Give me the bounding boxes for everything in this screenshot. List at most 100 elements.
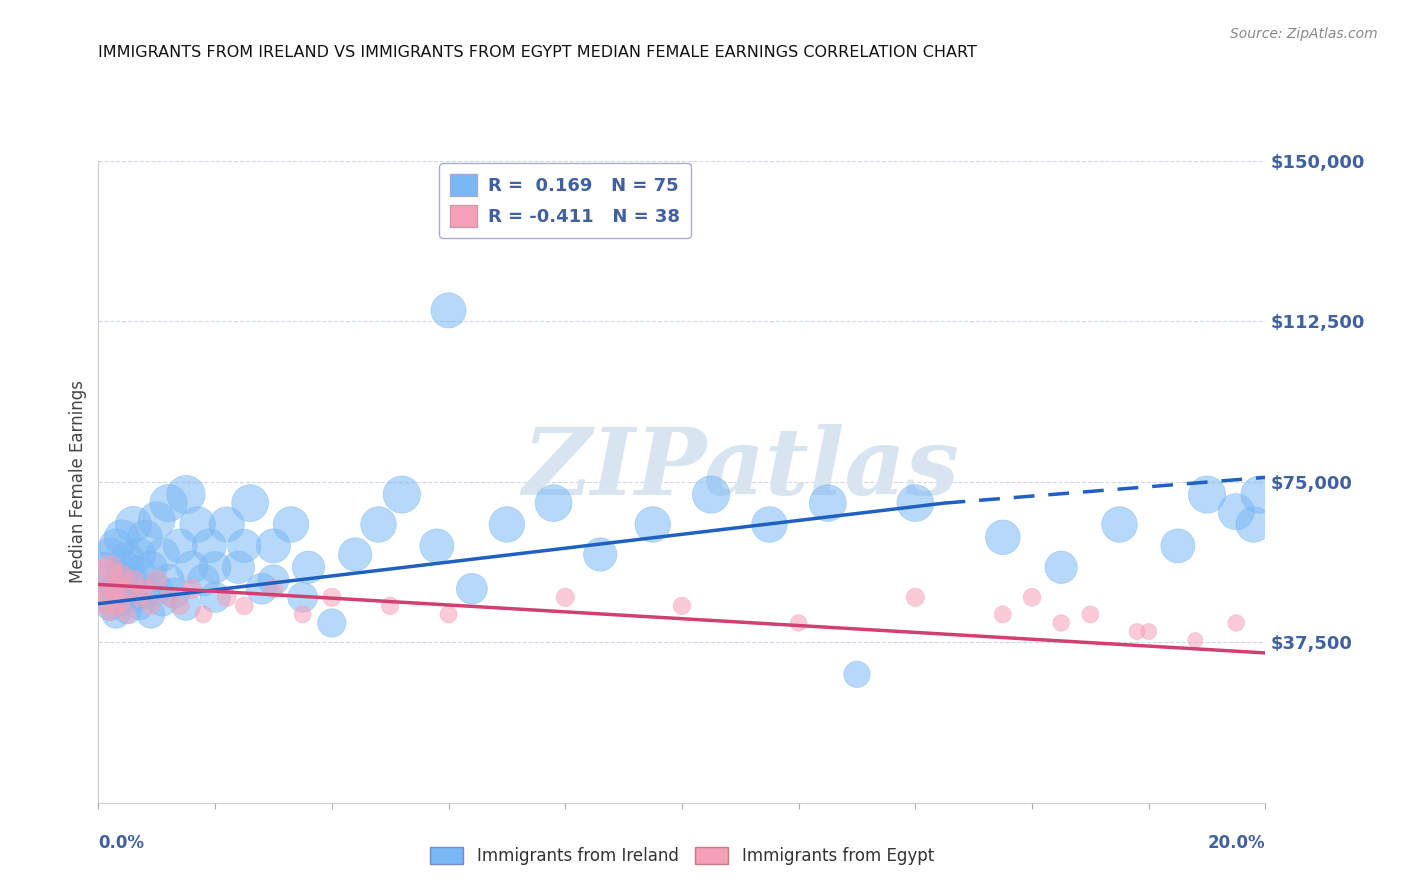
Point (174, 487, 197, 501)
Point (367, 517, 389, 532)
Point (297, 560, 319, 574)
Point (128, 565, 150, 579)
Point (215, 591, 238, 605)
Y-axis label: Median Female Earnings: Median Female Earnings (69, 380, 87, 583)
Point (122, 573, 145, 587)
Point (671, 599, 693, 613)
Point (104, 582, 127, 596)
Point (98, 560, 121, 574)
Point (134, 530, 156, 544)
Point (134, 586, 156, 600)
Text: IMMIGRANTS FROM IRELAND VS IMMIGRANTS FROM EGYPT MEDIAN FEMALE EARNINGS CORRELAT: IMMIGRANTS FROM IRELAND VS IMMIGRANTS FR… (98, 45, 977, 60)
Point (128, 591, 150, 605)
Point (262, 573, 284, 587)
Point (233, 599, 256, 613)
Point (163, 586, 186, 600)
Point (93, 560, 115, 574)
Point (104, 599, 127, 613)
Point (233, 539, 256, 553)
Point (262, 539, 284, 553)
Point (169, 599, 191, 613)
Point (111, 594, 134, 608)
Point (543, 496, 565, 510)
Point (904, 496, 927, 510)
Point (180, 560, 202, 574)
Point (157, 591, 180, 605)
Point (122, 573, 145, 587)
Point (291, 591, 314, 605)
Point (1021, 591, 1043, 605)
Point (280, 517, 302, 532)
Point (758, 517, 780, 532)
Point (1243, 517, 1265, 532)
Point (117, 582, 139, 596)
Point (991, 607, 1014, 622)
Point (117, 551, 139, 566)
Point (817, 496, 839, 510)
Point (187, 517, 209, 532)
Point (291, 607, 314, 622)
Point (1080, 607, 1102, 622)
Point (787, 615, 810, 630)
Point (122, 517, 145, 532)
Point (1167, 539, 1189, 553)
Point (174, 599, 197, 613)
Point (104, 607, 127, 622)
Point (239, 496, 262, 510)
Point (262, 582, 284, 596)
Point (111, 569, 134, 583)
Legend: Immigrants from Ireland, Immigrants from Egypt: Immigrants from Ireland, Immigrants from… (423, 840, 941, 871)
Point (134, 582, 156, 596)
Point (93, 573, 115, 587)
Point (641, 517, 664, 532)
Point (437, 607, 460, 622)
Text: ZIPatlas: ZIPatlas (522, 424, 959, 514)
Point (139, 607, 162, 622)
Point (215, 517, 238, 532)
Point (1050, 615, 1073, 630)
Point (98, 599, 121, 613)
Point (169, 539, 191, 553)
Point (152, 594, 174, 608)
Point (157, 496, 180, 510)
Point (250, 582, 273, 596)
Point (128, 599, 150, 613)
Point (1108, 517, 1130, 532)
Point (104, 539, 127, 553)
Point (146, 582, 169, 596)
Point (344, 548, 367, 562)
Point (1249, 487, 1271, 501)
Point (117, 560, 139, 574)
Point (93, 591, 115, 605)
Point (111, 569, 134, 583)
Point (204, 591, 226, 605)
Point (904, 591, 927, 605)
Point (321, 591, 343, 605)
Point (157, 573, 180, 587)
Point (1225, 615, 1247, 630)
Point (1195, 487, 1218, 501)
Text: Source: ZipAtlas.com: Source: ZipAtlas.com (1230, 27, 1378, 41)
Point (461, 582, 484, 596)
Point (98, 573, 121, 587)
Point (117, 603, 139, 617)
Point (111, 530, 134, 544)
Point (139, 560, 162, 574)
Point (991, 530, 1014, 544)
Point (378, 599, 402, 613)
Point (1137, 624, 1160, 639)
Point (152, 548, 174, 562)
Point (204, 560, 226, 574)
Point (98, 548, 121, 562)
Point (122, 591, 145, 605)
Point (146, 513, 169, 527)
Point (321, 615, 343, 630)
Point (1225, 505, 1247, 519)
Point (128, 548, 150, 562)
Point (495, 517, 517, 532)
Point (146, 573, 169, 587)
Point (117, 586, 139, 600)
Point (426, 539, 449, 553)
Point (198, 539, 221, 553)
Point (117, 607, 139, 622)
